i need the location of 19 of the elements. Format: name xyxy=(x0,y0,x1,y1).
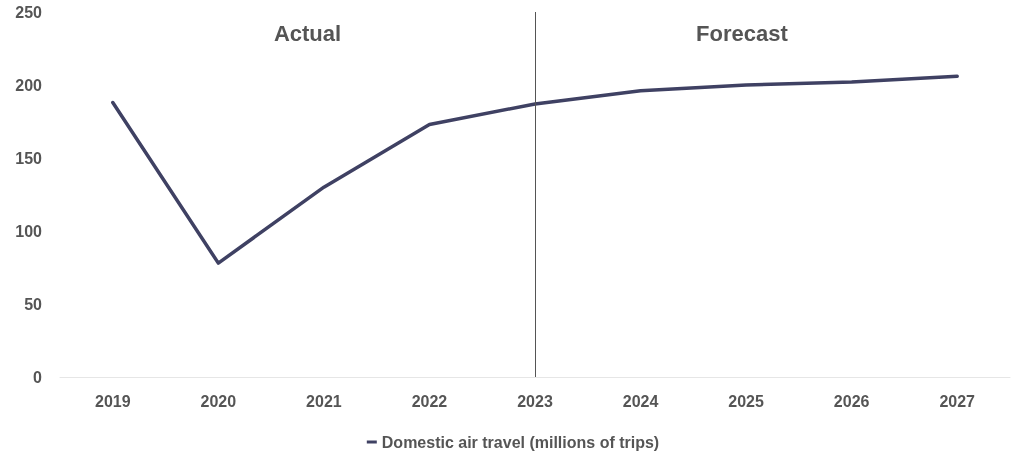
x-tick-label: 2027 xyxy=(939,392,976,410)
x-tick-label: 2025 xyxy=(728,392,765,410)
y-tick-label: 0 xyxy=(33,368,43,386)
x-tick-label: 2022 xyxy=(411,392,448,410)
y-tick-label: 100 xyxy=(15,222,43,240)
y-tick-label: 200 xyxy=(15,76,43,94)
x-tick-label: 2020 xyxy=(200,392,237,410)
x-tick-label: 2024 xyxy=(622,392,659,410)
y-tick-label: 150 xyxy=(15,149,43,167)
x-tick-label: 2023 xyxy=(517,392,553,410)
x-tick-label: 2021 xyxy=(306,392,342,410)
y-tick-label: 50 xyxy=(24,295,43,313)
x-tick-label: 2019 xyxy=(94,392,131,410)
annotation: Forecast xyxy=(696,20,789,46)
x-tick-label: 2026 xyxy=(833,392,870,410)
y-tick-label: 250 xyxy=(15,3,43,21)
annotation: Actual xyxy=(273,20,342,46)
line-series xyxy=(111,74,959,265)
legend-label: Domestic air travel (millions of trips) xyxy=(381,433,660,451)
